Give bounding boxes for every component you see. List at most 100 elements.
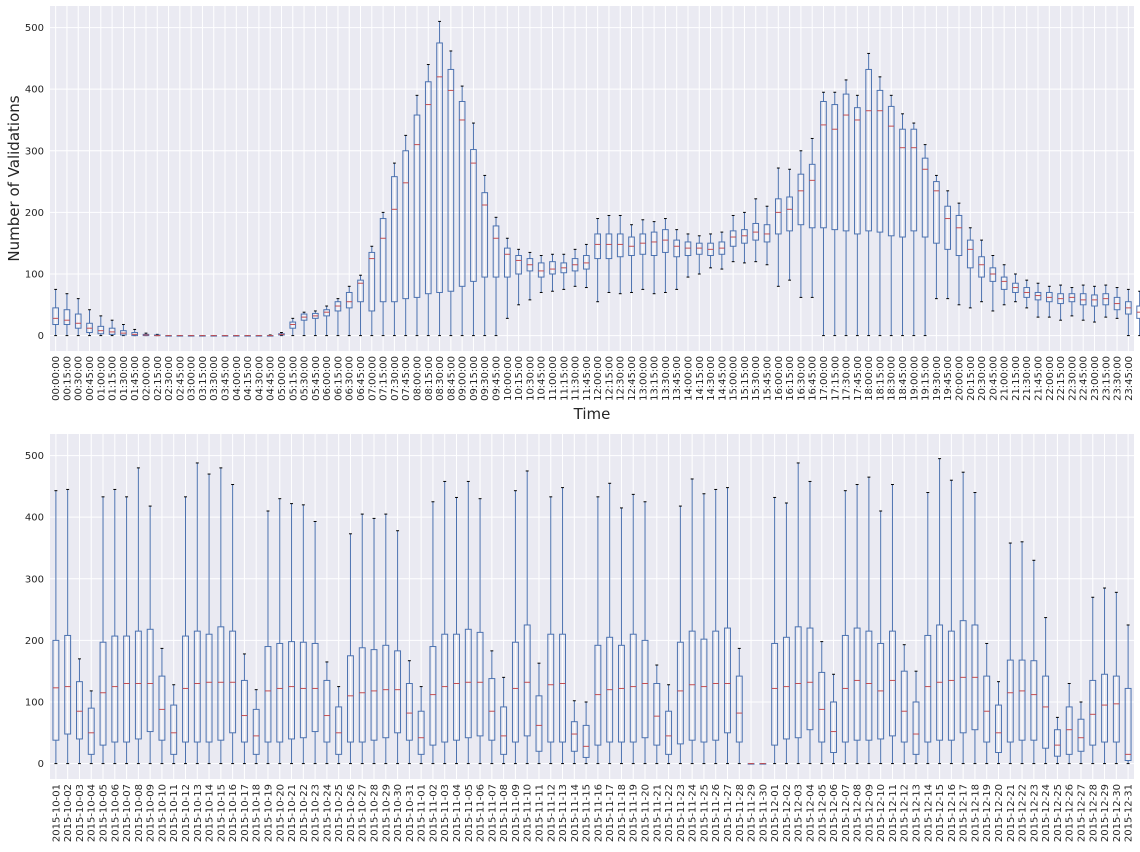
box-iqr [1034, 291, 1042, 301]
box-iqr [1101, 673, 1108, 743]
x-tick-label: 22:30:00 [1067, 356, 1078, 401]
box-2015-11-06 [476, 498, 484, 765]
box-02:45:00 [176, 335, 184, 337]
x-tick-label: 00:45:00 [85, 356, 96, 401]
box-2015-12-25 [1053, 716, 1061, 765]
box-2015-10-29 [382, 513, 390, 765]
box-iqr [402, 150, 410, 300]
x-tick-label: 08:00:00 [412, 356, 423, 401]
box-iqr [695, 242, 703, 255]
box-iqr [853, 627, 861, 741]
box-2015-10-27 [358, 513, 366, 765]
box-iqr [665, 710, 673, 755]
box-15:00:00 [729, 214, 737, 263]
box-iqr [394, 650, 402, 734]
x-tick-label: 2015-11-16 [593, 784, 604, 842]
x-tick-label: 02:00:00 [141, 356, 152, 401]
box-iqr [74, 313, 82, 329]
box-2015-12-16 [947, 479, 955, 765]
box-iqr [417, 710, 425, 755]
x-tick-label: 2015-12-19 [982, 784, 993, 842]
x-tick-label: 08:30:00 [435, 356, 446, 401]
box-iqr [959, 620, 967, 734]
box-iqr [453, 633, 460, 741]
box-04:45:00 [266, 334, 274, 337]
x-tick-label: 2015-12-01 [770, 784, 781, 842]
box-2015-11-19 [629, 493, 637, 765]
box-iqr [1030, 660, 1038, 741]
box-2015-12-26 [1065, 683, 1073, 765]
box-2015-10-03 [76, 658, 83, 765]
box-iqr [1079, 293, 1087, 306]
box-iqr [335, 706, 343, 755]
box-iqr [989, 267, 997, 282]
chart-panel-1: 0 100 200 300 400 500 00:00:00 00:15:00 00:30:00… [5, 6, 1140, 423]
x-tick-label: 2015-11-07 [487, 784, 498, 842]
box-iqr [311, 642, 319, 733]
box-iqr [774, 198, 782, 235]
box-2015-11-28 [735, 647, 743, 765]
box-2015-11-16 [594, 496, 602, 765]
x-tick-label: 06:30:00 [345, 356, 356, 401]
x-tick-label: 2015-11-19 [629, 784, 640, 842]
box-iqr [700, 638, 708, 743]
box-iqr [684, 241, 692, 257]
box-00:15:00 [63, 293, 71, 337]
box-iqr [379, 218, 387, 303]
box-09:00:00 [458, 85, 466, 337]
x-tick-label: 23:45:00 [1124, 356, 1135, 401]
y-tick-label: 300 [25, 146, 44, 157]
x-tick-label: 05:00:00 [277, 356, 288, 401]
box-03:00:00 [187, 335, 195, 337]
box-iqr [763, 224, 771, 243]
x-tick-label: 2015-12-03 [794, 784, 805, 842]
x-tick-label: 2015-10-17 [240, 784, 251, 842]
box-2015-11-21 [653, 664, 661, 765]
box-05:15:00 [289, 317, 297, 337]
box-10:30:00 [526, 251, 534, 301]
x-tick-label: 2015-12-10 [876, 784, 887, 842]
y-tick-label: 400 [25, 513, 44, 524]
x-tick-label: 09:30:00 [480, 356, 491, 401]
x-tick-label: 2015-10-13 [193, 784, 204, 842]
box-iqr [1000, 276, 1008, 290]
box-2015-12-05 [818, 641, 826, 765]
box-2015-12-24 [1042, 617, 1050, 765]
box-iqr [441, 633, 449, 743]
box-03:45:00 [221, 335, 229, 337]
box-12:00:00 [594, 218, 601, 303]
box-iqr [818, 671, 826, 743]
box-iqr [910, 128, 918, 232]
box-iqr [1018, 659, 1026, 741]
box-iqr [276, 642, 284, 743]
box-iqr [146, 628, 154, 733]
box-02:00:00 [142, 332, 150, 337]
x-tick-label: 22:15:00 [1056, 356, 1067, 401]
box-21:30:00 [1023, 279, 1031, 309]
box-iqr [1102, 293, 1110, 306]
box-iqr [511, 641, 519, 743]
box-20:45:00 [989, 255, 997, 312]
box-iqr [289, 321, 297, 329]
x-tick-label: 08:45:00 [446, 356, 457, 401]
box-11:00:00 [549, 253, 556, 292]
box-2015-11-03 [441, 480, 449, 765]
y-axis-label: Number of Validations [5, 95, 23, 261]
box-13:30:00 [662, 218, 669, 293]
box-2015-10-15 [217, 467, 225, 765]
x-tick-label: 2015-11-30 [758, 784, 769, 842]
box-iqr [947, 630, 955, 741]
box-13:45:00 [673, 229, 681, 290]
x-tick-label: 2015-11-08 [499, 784, 510, 842]
box-iqr [618, 644, 625, 743]
box-iqr [413, 114, 421, 298]
x-tick-label: 2015-12-02 [782, 784, 793, 842]
x-tick-label: 11:30:00 [571, 356, 582, 401]
box-2015-12-19 [983, 642, 991, 765]
box-07:45:00 [402, 134, 410, 337]
x-tick-label: 2015-10-09 [146, 784, 157, 842]
x-tick-label: 2015-10-22 [299, 784, 310, 842]
x-tick-label: 2015-11-13 [558, 784, 569, 842]
box-2015-10-13 [193, 462, 201, 765]
box-17:00:00 [820, 91, 827, 337]
